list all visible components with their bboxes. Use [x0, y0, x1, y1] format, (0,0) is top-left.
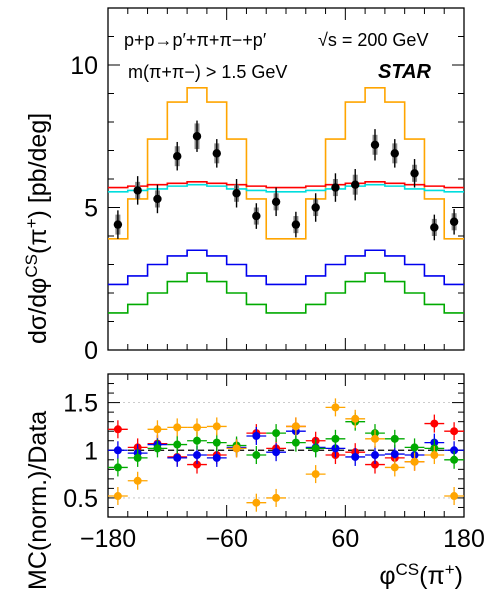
bottom-panel-frame: [107, 373, 465, 518]
experiment-label: STAR: [378, 61, 432, 83]
ratio-point-0: [113, 425, 122, 434]
data-point: [331, 183, 340, 192]
ratio-point-3: [351, 414, 360, 423]
ratio-point-1: [351, 452, 360, 461]
process-label: p+p→p′+π+π−+p′: [124, 30, 267, 50]
data-point: [449, 217, 459, 226]
ratio-point-1: [390, 450, 399, 459]
top-y-tick-label: 0: [84, 337, 98, 365]
data-point: [153, 194, 162, 204]
bottom-y-axis-title: MC(norm.)/Data: [24, 411, 52, 590]
top-y-axis-title: dσ/dφCS(π+) [pb/deg]: [22, 113, 52, 344]
ratio-point-1: [252, 431, 261, 440]
ratio-point-2: [291, 438, 300, 447]
data-point: [311, 203, 320, 212]
ratio-point-2: [311, 444, 320, 453]
mass-cut-label: m(π+π−) > 1.5 GeV: [128, 62, 287, 82]
ratio-point-3: [430, 451, 439, 460]
bottom-y-tick-label: 0.5: [63, 485, 98, 513]
ratio-point-3: [193, 423, 201, 432]
ratio-point-1: [450, 446, 459, 455]
ratio-point-3: [291, 422, 300, 431]
ratio-point-2: [173, 440, 182, 449]
ratio-point-3: [173, 423, 182, 432]
bottom-y-tick-label: 1: [84, 437, 98, 465]
ratio-point-3: [450, 492, 459, 501]
data-point: [252, 211, 261, 221]
ratio-point-2: [212, 438, 221, 447]
mc-histogram-1: [108, 181, 464, 189]
data-point: [390, 149, 399, 158]
ratio-point-3: [272, 493, 281, 502]
ratio-point-2: [390, 434, 399, 443]
ratio-point-1: [173, 453, 182, 462]
ratio-point-1: [371, 451, 379, 460]
ratio-point-0: [430, 419, 439, 428]
ratio-point-2: [113, 463, 122, 472]
top-panel-frame: [107, 7, 465, 351]
x-tick-label: 180: [443, 525, 485, 553]
ratio-point-0: [371, 460, 379, 469]
ratio-point-2: [331, 434, 340, 443]
ratio-point-3: [113, 492, 122, 501]
x-axis-title: φCS(π+): [379, 560, 463, 590]
ratio-point-3: [390, 463, 399, 472]
ratio-point-2: [193, 436, 201, 445]
x-tick-label: −180: [80, 525, 136, 553]
ratio-point-3: [212, 422, 221, 431]
mc-histogram-3: [108, 249, 464, 286]
top-y-tick-label: 10: [70, 52, 98, 80]
data-point: [410, 169, 419, 178]
energy-label: √s = 200 GeV: [318, 30, 428, 50]
ratio-point-2: [450, 455, 459, 464]
ratio-point-2: [272, 429, 281, 438]
data-point: [430, 223, 439, 232]
ratio-point-2: [252, 451, 261, 460]
data-point: [113, 220, 123, 229]
ratio-point-3: [133, 476, 142, 485]
data-point: [271, 197, 281, 206]
x-tick-label: 60: [331, 525, 359, 553]
ratio-point-2: [410, 443, 419, 452]
data-point: [370, 140, 380, 149]
ratio-point-3: [252, 498, 261, 507]
ratio-point-3: [311, 470, 320, 479]
ratio-point-2: [153, 444, 162, 453]
data-point: [232, 189, 241, 198]
bottom-y-tick-label: 1.5: [63, 390, 98, 418]
mc-histogram-0: [108, 87, 464, 240]
data-point: [133, 186, 142, 195]
ratio-point-2: [133, 453, 142, 462]
ratio-point-1: [331, 444, 340, 453]
top-y-tick-label: 5: [84, 195, 98, 223]
data-point: [173, 152, 182, 161]
ratio-point-3: [153, 425, 162, 434]
ratio-point-3: [410, 457, 419, 466]
ratio-point-3: [371, 434, 379, 443]
ratio-point-1: [193, 451, 201, 460]
ratio-point-1: [272, 448, 281, 457]
data-point: [192, 132, 202, 141]
data-point: [212, 149, 221, 158]
ratio-point-1: [212, 453, 221, 462]
data-point: [291, 220, 301, 229]
ratio-point-0: [193, 460, 201, 469]
data-point: [351, 180, 360, 189]
mc-histogram-4: [108, 272, 464, 314]
ratio-point-0: [450, 427, 459, 436]
ratio-point-1: [113, 446, 122, 455]
ratio-point-3: [232, 444, 241, 453]
ratio-point-3: [331, 403, 340, 412]
mc-histogram-2: [108, 183, 464, 193]
x-tick-label: −60: [205, 525, 247, 553]
